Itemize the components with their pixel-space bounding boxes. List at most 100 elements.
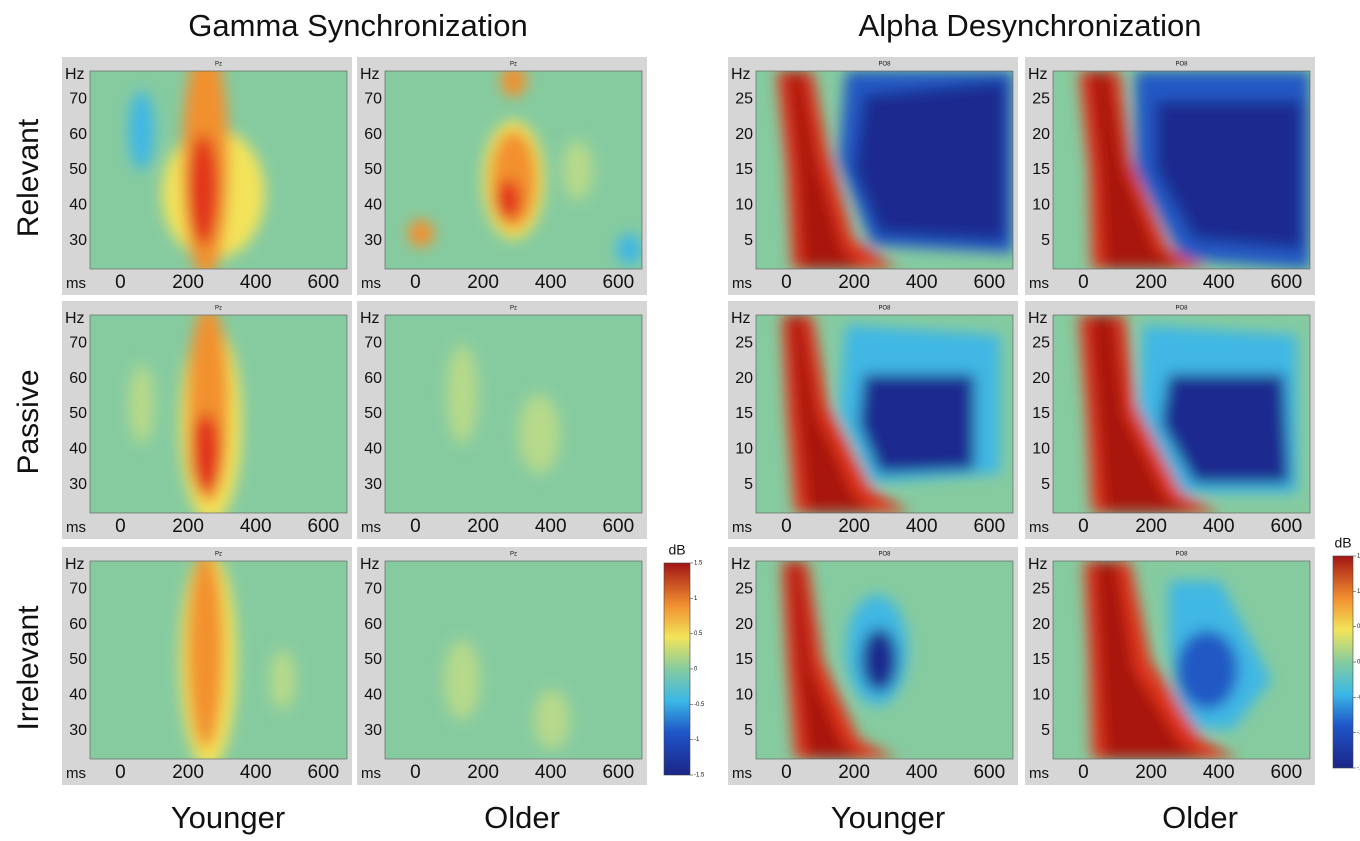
y-tick-label: 25 [1032,335,1050,352]
y-unit: Hz [360,66,380,83]
y-tick-label: 50 [69,651,87,668]
y-tick-label: 20 [1032,616,1050,633]
channel-label: PO8 [878,62,891,68]
y-tick-label: 10 [735,687,753,704]
blob [447,345,478,444]
x-tick-label: 200 [467,272,499,293]
heatmap [1053,561,1310,759]
y-tick-label: 60 [364,616,382,633]
y-unit: Hz [360,556,380,573]
x-tick-label: 200 [467,762,499,783]
y-tick-label: 20 [735,616,753,633]
heatmap [385,65,642,269]
blob [562,140,593,199]
x-unit: ms [361,519,381,536]
x-tick-label: 600 [973,762,1005,783]
x-tick-label: 200 [838,516,870,537]
blob [854,81,1006,241]
y-tick-label: 25 [1032,581,1050,598]
y-tick-label: 40 [69,687,87,704]
blob [190,414,221,493]
y-tick-label: 30 [69,722,87,739]
x-tick-label: 600 [307,762,339,783]
y-tick-label: 50 [69,161,87,178]
x-tick-label: 0 [1078,762,1089,783]
x-tick-label: 200 [172,762,204,783]
colorbar-tick-label: 0.5 [694,631,703,637]
y-tick-label: 10 [1032,687,1050,704]
colorbar [1333,556,1353,768]
y-tick-label: 30 [69,232,87,249]
y-unit: Hz [1028,66,1048,83]
channel-label: Pz [215,306,222,312]
x-tick-label: 600 [307,516,339,537]
y-tick-label: 20 [735,370,753,387]
x-tick-label: 600 [307,272,339,293]
x-unit: ms [66,519,86,536]
y-tick-label: 40 [364,441,382,458]
x-tick-label: 400 [240,762,272,783]
x-tick-label: 400 [240,272,272,293]
x-tick-label: 400 [535,272,567,293]
blob [861,628,897,691]
y-tick-label: 40 [69,441,87,458]
x-tick-label: 0 [115,272,126,293]
column-label: Younger [831,800,945,835]
y-unit: Hz [731,556,751,573]
channel-label: PO8 [878,552,891,558]
column-label: Younger [171,800,285,835]
x-tick-label: 0 [115,516,126,537]
y-tick-label: 50 [364,651,382,668]
y-tick-label: 25 [735,91,753,108]
x-tick-label: 200 [1135,516,1167,537]
channel-label: PO8 [1175,306,1188,312]
blob [534,690,570,749]
blob [188,551,224,749]
y-unit: Hz [1028,310,1048,327]
y-tick-label: 20 [1032,126,1050,143]
heatmap-blobs [777,71,1013,269]
x-unit: ms [361,765,381,782]
blob [270,650,296,709]
x-tick-label: 200 [467,516,499,537]
x-tick-label: 200 [1135,762,1167,783]
x-tick-label: 0 [410,272,421,293]
row-label: Irrelevant [12,605,45,731]
y-unit: Hz [65,556,85,573]
x-tick-label: 600 [1270,516,1302,537]
y-tick-label: 30 [364,476,382,493]
x-tick-label: 400 [1203,516,1235,537]
x-tick-label: 600 [1270,272,1302,293]
y-tick-label: 70 [69,335,87,352]
x-tick-label: 400 [1203,272,1235,293]
y-tick-label: 60 [69,370,87,387]
x-tick-label: 400 [906,272,938,293]
channel-label: Pz [510,306,517,312]
title: Alpha Desynchronization [859,8,1202,43]
x-tick-label: 0 [410,762,421,783]
y-tick-label: 10 [735,197,753,214]
x-tick-label: 600 [602,516,634,537]
x-unit: ms [1029,275,1049,292]
channel-label: PO8 [1175,62,1188,68]
colorbar-tick-label: -0.5 [694,702,705,708]
y-tick-label: 25 [1032,91,1050,108]
colorbar-tick-label: 0 [694,667,698,673]
y-tick-label: 30 [364,232,382,249]
heatmap [756,561,1013,759]
x-unit: ms [66,765,86,782]
y-tick-label: 60 [364,126,382,143]
y-tick-label: 20 [735,126,753,143]
y-tick-label: 25 [735,335,753,352]
colorbar-tick-label: -1 [694,737,700,743]
x-unit: ms [1029,519,1049,536]
colorbar-tick-label: 1.5 [694,561,703,567]
x-tick-label: 400 [535,762,567,783]
blob [408,220,434,248]
x-unit: ms [732,765,752,782]
channel-label: Pz [215,552,222,558]
x-tick-label: 400 [906,762,938,783]
x-tick-label: 0 [781,516,792,537]
x-tick-label: 0 [115,762,126,783]
y-tick-label: 60 [69,616,87,633]
